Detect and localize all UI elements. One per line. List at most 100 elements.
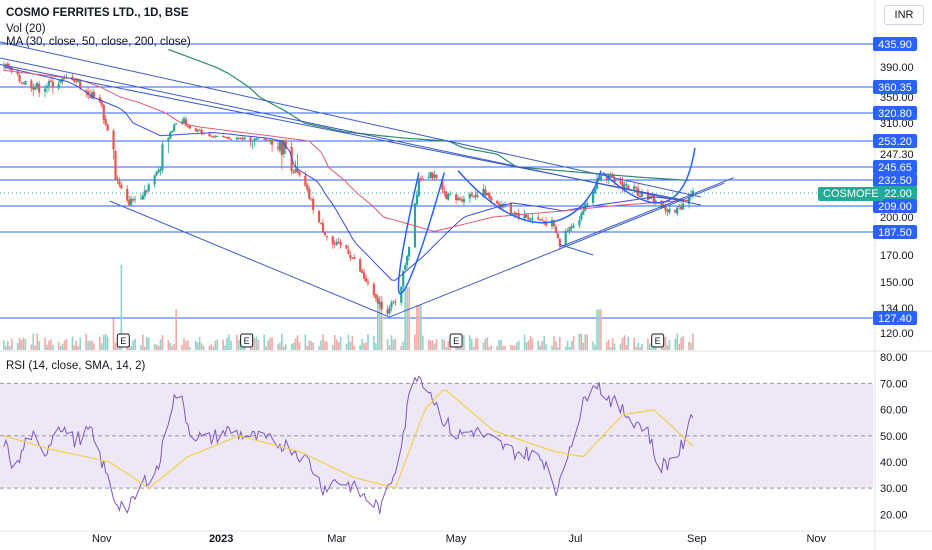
volume-bar [326,341,328,350]
volume-bar [445,346,448,350]
volume-bar [194,340,197,350]
volume-bar [539,345,542,350]
candle-body [523,214,526,219]
volume-bar [216,339,219,350]
volume-bar [580,333,583,350]
candle-body [32,88,35,90]
volume-bar [32,333,35,350]
candle-body [486,192,489,196]
ticker-tag: COSMOFE [818,187,884,201]
volume-bar [553,336,555,350]
candle-body [263,138,266,140]
candle-body [79,81,82,89]
candle-body [482,188,485,198]
volume-bar [572,336,575,350]
volume-bar [490,345,493,350]
volume-bar [114,342,117,350]
candle-body [227,136,231,139]
earnings-marker [651,333,665,348]
volume-bar [46,344,48,350]
candle-body [224,136,227,138]
candle-body [133,199,137,201]
currency-selector[interactable]: INR [884,5,924,25]
volume-bar [433,343,436,350]
candle-body [36,83,39,87]
volume-bar [214,340,217,350]
volume-bar [404,287,406,350]
price-level-label: 435.90 [878,39,912,51]
volume-bar [236,334,238,350]
candle-body [388,307,391,314]
volume-bar [435,339,438,350]
time-axis-tick: Nov [92,533,112,545]
volume-bar [48,340,50,350]
candle-body [353,257,356,260]
volume-bar [290,343,293,350]
symbol-title: COSMO FERRITES LTD., 1D, BSE [6,7,189,19]
candle-body [249,137,252,141]
price-level-box [873,225,917,239]
volume-bar [308,340,311,350]
volume-bar [335,339,338,350]
volume-bar [210,344,213,350]
volume-bar [196,342,199,350]
rsi-axis: 80.00 70.00 60.00 50.00 40.00 30.00 20.00 [880,352,908,521]
volume-bar [187,340,189,350]
candle-body [251,140,254,142]
candle-body [237,138,240,140]
candle-body [284,140,287,149]
candle-body [488,192,491,199]
candle-body [270,139,274,145]
candle-body [531,217,534,220]
candle-body [159,168,162,171]
volume-bar [265,346,268,350]
volume-bar [73,345,76,350]
candle-body [57,83,60,89]
volume-bar [627,336,630,350]
time-axis-tick: Jul [568,533,582,545]
volume-bar [228,334,230,350]
candle-body [184,119,188,126]
volume-bar [322,334,324,350]
volume-bar [652,346,655,350]
volume-bar [63,340,66,350]
candle-body [402,270,405,287]
moving-average-legend: MA (30, close, 50, close, 200, close) [6,36,191,48]
price-axis-tick: 120.00 [880,328,914,340]
candle-body [427,177,430,179]
volume-bar [390,335,393,350]
candle-body [304,175,307,186]
trendline [389,182,725,318]
candle-body [431,172,434,179]
volume-bar [169,343,172,350]
volume-bar [339,336,342,350]
candle-body [460,199,464,202]
candle-body [621,181,624,188]
volume-bar [680,337,682,350]
volume-bar [112,318,115,350]
candle-body [22,83,25,85]
volume-bar [271,337,273,350]
candle-body [564,230,567,245]
candle-body [16,71,19,75]
candle-body [292,171,295,173]
volume-bar [167,340,170,350]
candle-body [633,186,636,190]
candle-body [30,80,33,89]
candle-body [51,81,54,87]
candle-body [239,137,242,139]
candle-body [147,184,150,192]
candle-body [447,193,450,200]
candle-body [474,194,477,197]
candle-body [635,187,638,189]
candle-body [186,125,190,127]
candle-body [61,77,64,81]
candle-body [6,63,9,68]
candle-body [155,171,158,176]
candle-body [515,213,518,215]
volume-bar [126,346,129,350]
candle-body [392,301,395,303]
volume-bar [10,338,13,350]
candle-body [282,140,285,154]
